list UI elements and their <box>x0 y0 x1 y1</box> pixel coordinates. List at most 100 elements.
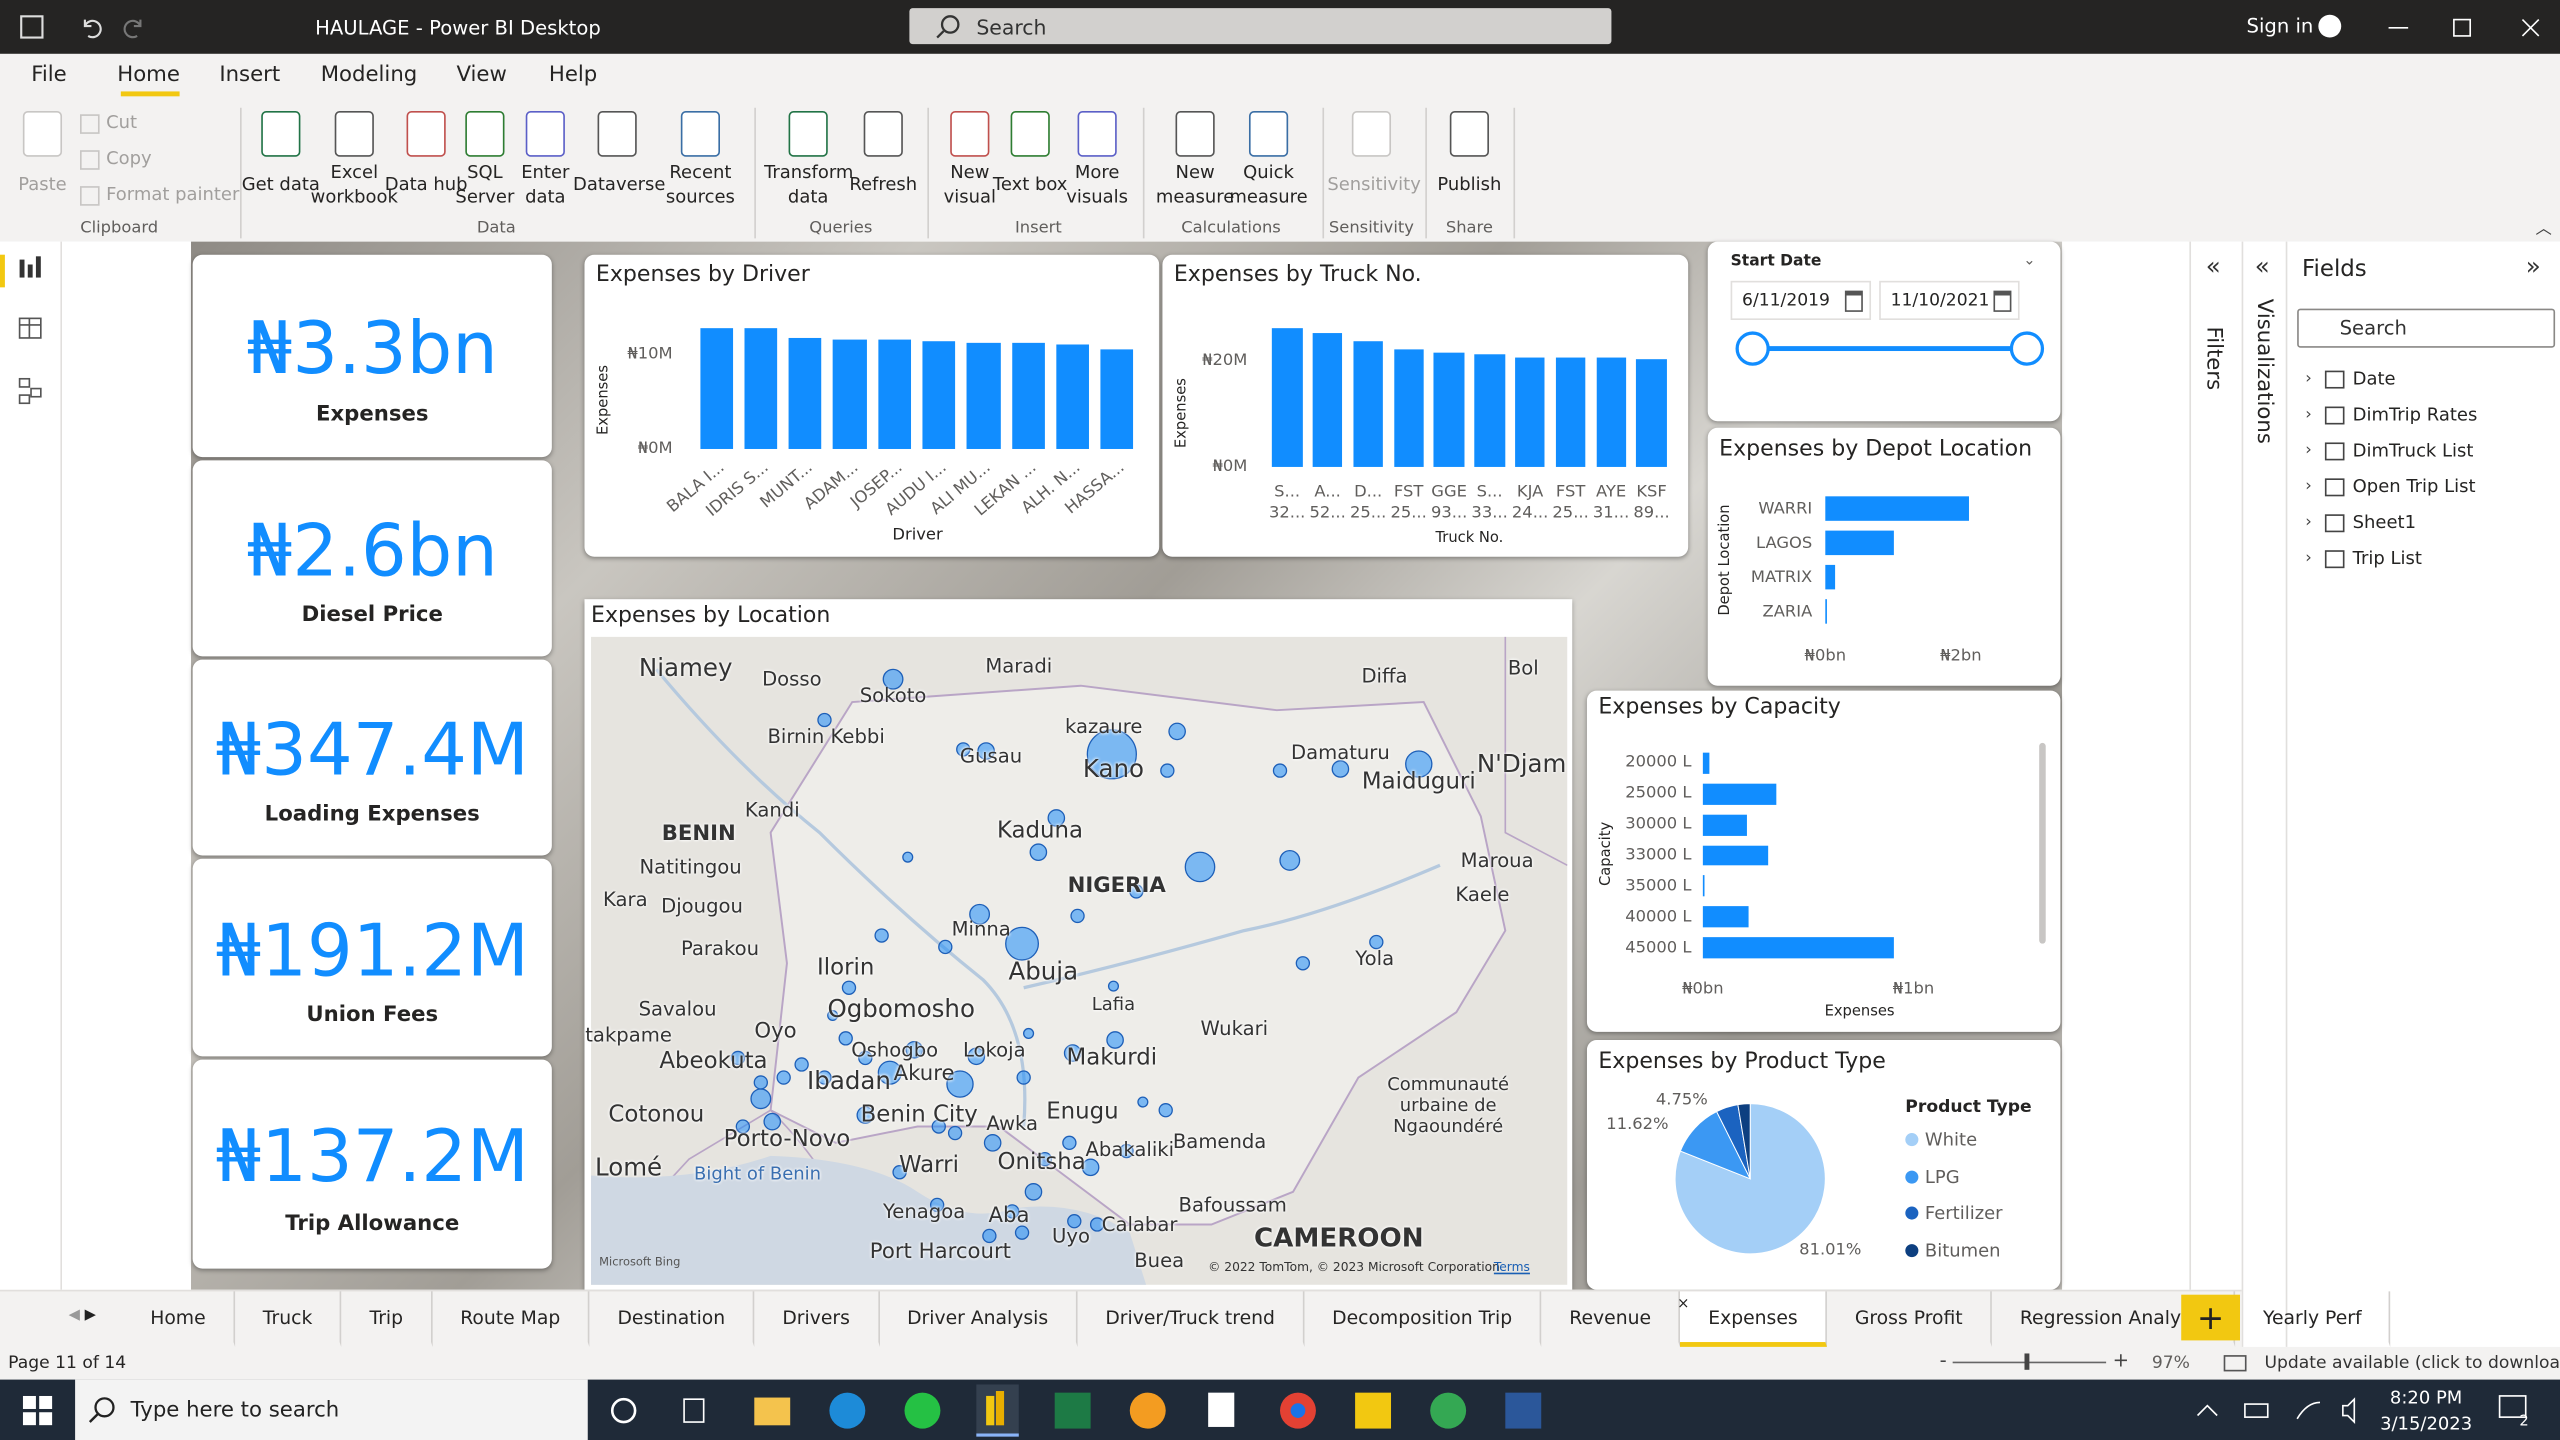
page-tab[interactable]: Home <box>122 1291 236 1347</box>
page-tab[interactable]: Revenue <box>1542 1291 1681 1347</box>
x-tick-label: KJA 24... <box>1511 483 1549 523</box>
notification-icon[interactable] <box>2498 1393 2531 1426</box>
legend-marker <box>1905 1133 1919 1147</box>
y-tick-label: ZARIA <box>1762 602 1813 621</box>
ribbon-button[interactable]: New visual <box>943 161 996 208</box>
legend-label[interactable]: LPG <box>1924 1165 1960 1188</box>
ribbon-button[interactable]: Excel workbook <box>310 161 398 208</box>
ribbon-button[interactable]: Transform data <box>764 161 854 208</box>
ribbon-button[interactable]: Sensitivity <box>1327 173 1421 196</box>
ribbon-button[interactable]: Paste <box>18 173 67 196</box>
ribbon-button[interactable]: Data hub <box>384 173 468 196</box>
map-label: Communauté urbaine de Ngaoundéré <box>1387 1073 1510 1138</box>
menu-item[interactable]: Insert <box>219 62 281 88</box>
nav-icons[interactable] <box>16 255 45 405</box>
add-page-button[interactable]: + <box>2181 1294 2240 1341</box>
ribbon-button[interactable]: New measure <box>1155 161 1235 208</box>
ribbon-button[interactable]: Enter data <box>521 161 570 208</box>
date-slicer-panel <box>1707 241 2061 422</box>
ribbon-icon <box>406 111 446 157</box>
page-tab[interactable]: Drivers <box>755 1291 880 1347</box>
taskbar-search[interactable] <box>75 1379 588 1440</box>
legend-label[interactable]: Bitumen <box>1924 1239 2001 1261</box>
update-notice[interactable]: Update available (click to download) <box>2264 1353 2560 1374</box>
y-tick-label: 30000 L <box>1625 815 1692 834</box>
zoom-buttons[interactable]: + <box>2112 1348 2130 1372</box>
menu-item[interactable]: Help <box>548 62 598 88</box>
page-tab[interactable]: Route Map <box>432 1291 590 1347</box>
map-label: Ilorin <box>817 955 875 982</box>
ribbon-small-button[interactable]: Format painter <box>106 183 240 205</box>
ribbon-button[interactable]: SQL Server <box>455 161 515 208</box>
ribbon-icon <box>80 186 100 206</box>
fields-search[interactable] <box>2297 308 2556 348</box>
field-table[interactable]: Open Trip List <box>2352 475 2476 498</box>
ribbon-button[interactable]: Quick measure <box>1229 161 1308 208</box>
page-tab[interactable]: Decomposition Trip <box>1304 1291 1542 1347</box>
map-label: Uyo <box>1052 1224 1090 1248</box>
map-label: Abeokuta <box>659 1048 768 1075</box>
ribbon-button[interactable]: Get data <box>241 173 320 196</box>
y-tick-label: ₦20M <box>1202 351 1248 370</box>
tab-scroll[interactable]: ◀ ▶ <box>68 1307 96 1325</box>
legend-label[interactable]: White <box>1924 1128 1978 1151</box>
field-table[interactable]: DimTruck List <box>2352 440 2474 462</box>
pane-toggles[interactable]: » <box>2525 251 2541 281</box>
ribbon-button[interactable]: Refresh <box>849 173 918 196</box>
page-tab[interactable]: Driver/Truck trend <box>1078 1291 1305 1347</box>
page-tab[interactable]: Expenses <box>1680 1291 1828 1347</box>
field-table[interactable]: Trip List <box>2352 547 2422 569</box>
ribbon-button[interactable]: Recent sources <box>665 161 735 208</box>
y-tick-label: 45000 L <box>1625 938 1692 957</box>
ribbon-button[interactable]: Text box <box>992 173 1068 196</box>
bar <box>1596 357 1627 467</box>
map-label: Calabar <box>1101 1213 1178 1236</box>
bar <box>699 327 733 449</box>
page-tab[interactable]: Trip <box>342 1291 433 1347</box>
legend-label[interactable]: Fertilizer <box>1924 1202 2003 1224</box>
start-button[interactable] <box>22 1395 53 1426</box>
taskbar-apps[interactable] <box>604 1384 1584 1437</box>
pane-toggles[interactable]: « <box>2254 251 2270 281</box>
page-tab[interactable]: Yearly Perf <box>2235 1291 2391 1347</box>
pie-slice <box>1674 1103 1826 1255</box>
visualizations-label[interactable]: Visualizations <box>2251 298 2276 444</box>
ribbon-button[interactable]: More visuals <box>1066 161 1128 208</box>
table-icon <box>2324 442 2345 461</box>
ribbon-button[interactable]: Dataverse <box>573 173 666 196</box>
capacity-chart-panel <box>1586 690 2061 1032</box>
date-input[interactable] <box>1730 280 1872 320</box>
field-table[interactable]: DimTrip Rates <box>2352 404 2478 426</box>
ribbon-small-button[interactable]: Cut <box>106 111 138 134</box>
date-input[interactable] <box>1879 280 2020 320</box>
slider-handle[interactable] <box>2009 331 2045 366</box>
page-tab[interactable]: Driver Analysis <box>879 1291 1078 1347</box>
ribbon-collapse[interactable]: ︿ <box>2535 220 2552 239</box>
window-controls[interactable] <box>2376 15 2556 41</box>
legend-marker <box>1905 1169 1919 1184</box>
menu-item[interactable]: Home <box>117 62 180 88</box>
chart-title: Expenses by Location <box>591 602 831 629</box>
ribbon-small-button[interactable]: Copy <box>106 147 152 169</box>
page-tab[interactable]: Destination <box>590 1291 755 1347</box>
slider-handle[interactable] <box>1735 331 1770 366</box>
map-label: Ogbomosho <box>827 994 975 1024</box>
field-table[interactable]: Sheet1 <box>2352 511 2417 534</box>
filters-label[interactable]: Filters <box>2200 326 2226 391</box>
pane-toggles[interactable]: « <box>2205 251 2221 281</box>
menu-item[interactable]: View <box>456 62 507 88</box>
menu-item[interactable]: File <box>31 62 67 88</box>
menu-item[interactable]: Modeling <box>320 62 418 88</box>
zoom-buttons[interactable]: - <box>1939 1348 1947 1372</box>
page-tab[interactable]: Gross Profit <box>1827 1291 1993 1347</box>
map-terms[interactable]: Terms <box>1493 1259 1530 1275</box>
notification-count: 2 <box>2519 1413 2529 1431</box>
field-table[interactable]: Date <box>2352 368 2396 390</box>
tray-icons[interactable] <box>2193 1396 2373 1425</box>
ribbon-button[interactable]: Publish <box>1437 173 1502 196</box>
search-box[interactable] <box>909 8 1612 45</box>
zoom-slider[interactable] <box>1952 1361 2107 1364</box>
sign-in[interactable]: Sign in <box>2246 14 2314 38</box>
page-tab[interactable]: Truck <box>235 1291 342 1347</box>
bar <box>922 341 956 449</box>
